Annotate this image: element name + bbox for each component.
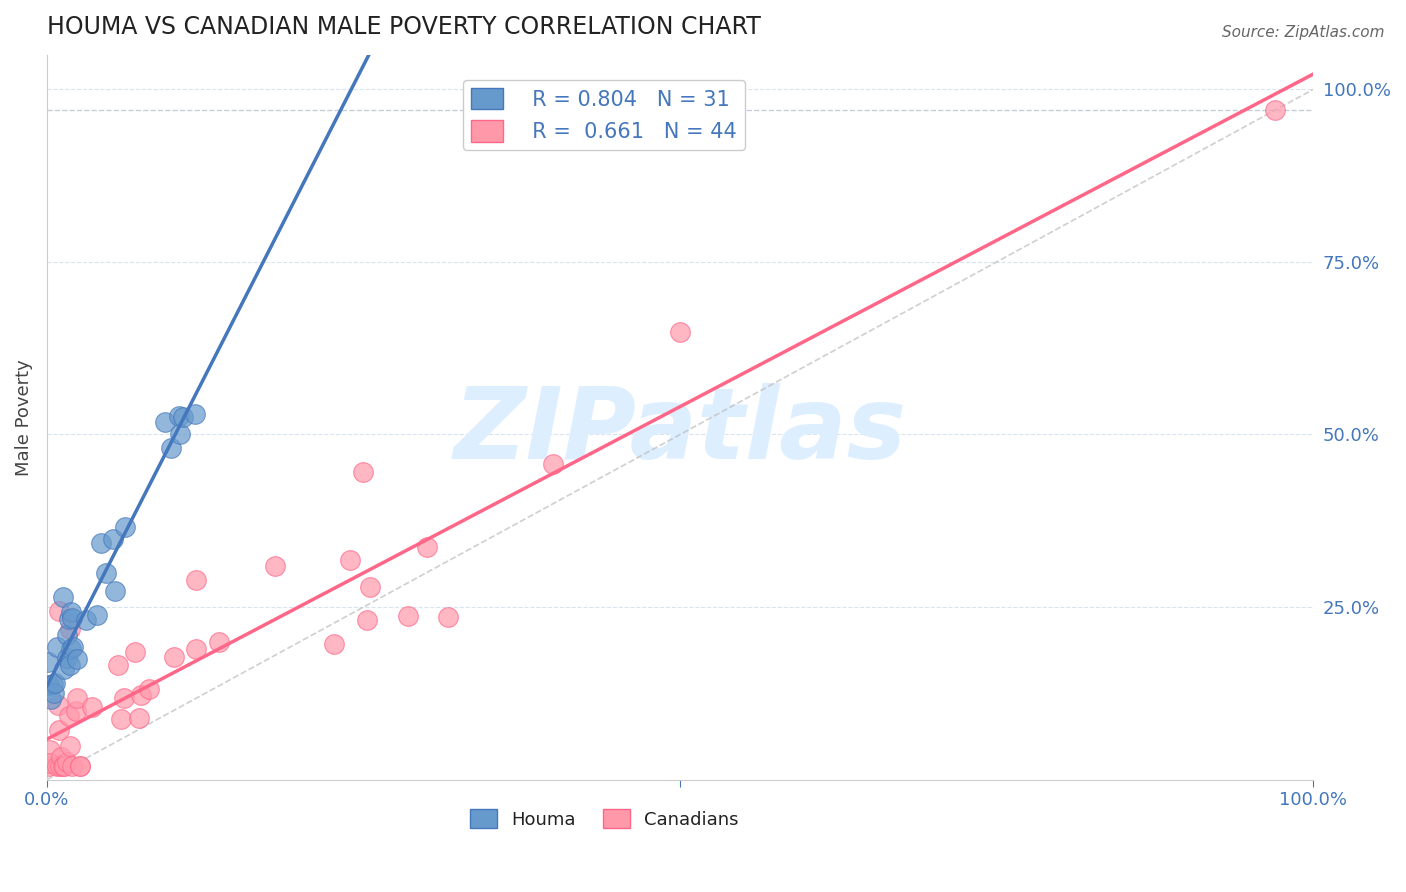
Canadians bbox=[1264, 103, 1286, 117]
Legend: Houma, Canadians: Houma, Canadians bbox=[463, 802, 747, 836]
Canadians bbox=[59, 622, 82, 636]
Canadians bbox=[48, 604, 70, 618]
Canadians bbox=[69, 759, 91, 773]
Canadians bbox=[186, 574, 208, 588]
Canadians bbox=[58, 709, 80, 723]
Canadians bbox=[138, 681, 160, 696]
Houma bbox=[55, 627, 77, 641]
Canadians bbox=[415, 540, 437, 554]
Canadians bbox=[359, 580, 381, 594]
Houma bbox=[104, 584, 127, 599]
Canadians bbox=[46, 759, 69, 773]
Canadians bbox=[46, 698, 69, 712]
Houma bbox=[66, 652, 89, 666]
Canadians bbox=[52, 759, 75, 773]
Houma bbox=[46, 640, 69, 654]
Houma bbox=[44, 675, 66, 690]
Houma bbox=[184, 407, 207, 421]
Houma bbox=[42, 677, 65, 691]
Houma bbox=[160, 441, 183, 455]
Canadians bbox=[396, 609, 419, 624]
Canadians bbox=[124, 645, 146, 659]
Houma bbox=[90, 536, 112, 550]
Canadians bbox=[110, 712, 132, 726]
Canadians bbox=[69, 759, 91, 773]
Canadians bbox=[56, 755, 79, 769]
Canadians bbox=[48, 759, 70, 773]
Houma bbox=[172, 409, 194, 424]
Text: HOUMA VS CANADIAN MALE POVERTY CORRELATION CHART: HOUMA VS CANADIAN MALE POVERTY CORRELATI… bbox=[46, 15, 761, 39]
Canadians bbox=[356, 613, 378, 627]
Houma bbox=[56, 651, 79, 665]
Canadians bbox=[38, 743, 60, 757]
Houma bbox=[37, 656, 59, 670]
Text: Source: ZipAtlas.com: Source: ZipAtlas.com bbox=[1222, 25, 1385, 40]
Houma bbox=[114, 520, 136, 534]
Canadians bbox=[323, 637, 346, 651]
Canadians bbox=[543, 458, 565, 472]
Canadians bbox=[49, 750, 72, 764]
Canadians bbox=[186, 642, 208, 657]
Houma bbox=[60, 642, 83, 657]
Canadians bbox=[82, 700, 104, 714]
Canadians bbox=[353, 465, 375, 479]
Houma bbox=[62, 640, 84, 654]
Canadians bbox=[59, 739, 82, 753]
Houma bbox=[44, 686, 66, 700]
Canadians bbox=[48, 723, 70, 737]
Canadians bbox=[112, 690, 135, 705]
Houma bbox=[153, 415, 176, 429]
Houma bbox=[59, 606, 82, 620]
Canadians bbox=[107, 657, 129, 672]
Houma bbox=[60, 611, 83, 625]
Canadians bbox=[131, 688, 153, 702]
Houma bbox=[39, 691, 62, 706]
Y-axis label: Male Poverty: Male Poverty bbox=[15, 359, 32, 475]
Houma bbox=[101, 532, 124, 546]
Canadians bbox=[38, 759, 60, 773]
Houma bbox=[167, 409, 190, 424]
Houma bbox=[94, 566, 117, 581]
Houma bbox=[58, 611, 80, 625]
Canadians bbox=[669, 326, 692, 340]
Canadians bbox=[128, 711, 150, 725]
Houma bbox=[52, 662, 75, 676]
Canadians bbox=[162, 650, 184, 665]
Canadians bbox=[339, 552, 361, 566]
Canadians bbox=[436, 609, 458, 624]
Houma bbox=[52, 590, 75, 604]
Canadians bbox=[65, 691, 87, 706]
Canadians bbox=[38, 756, 60, 771]
Text: ZIPatlas: ZIPatlas bbox=[454, 384, 907, 480]
Canadians bbox=[208, 635, 231, 649]
Canadians bbox=[60, 759, 83, 773]
Houma bbox=[75, 613, 97, 627]
Houma bbox=[59, 657, 82, 672]
Houma bbox=[86, 608, 108, 623]
Houma bbox=[169, 427, 191, 442]
Canadians bbox=[263, 558, 285, 573]
Canadians bbox=[52, 759, 75, 773]
Houma bbox=[38, 678, 60, 692]
Canadians bbox=[65, 704, 87, 718]
